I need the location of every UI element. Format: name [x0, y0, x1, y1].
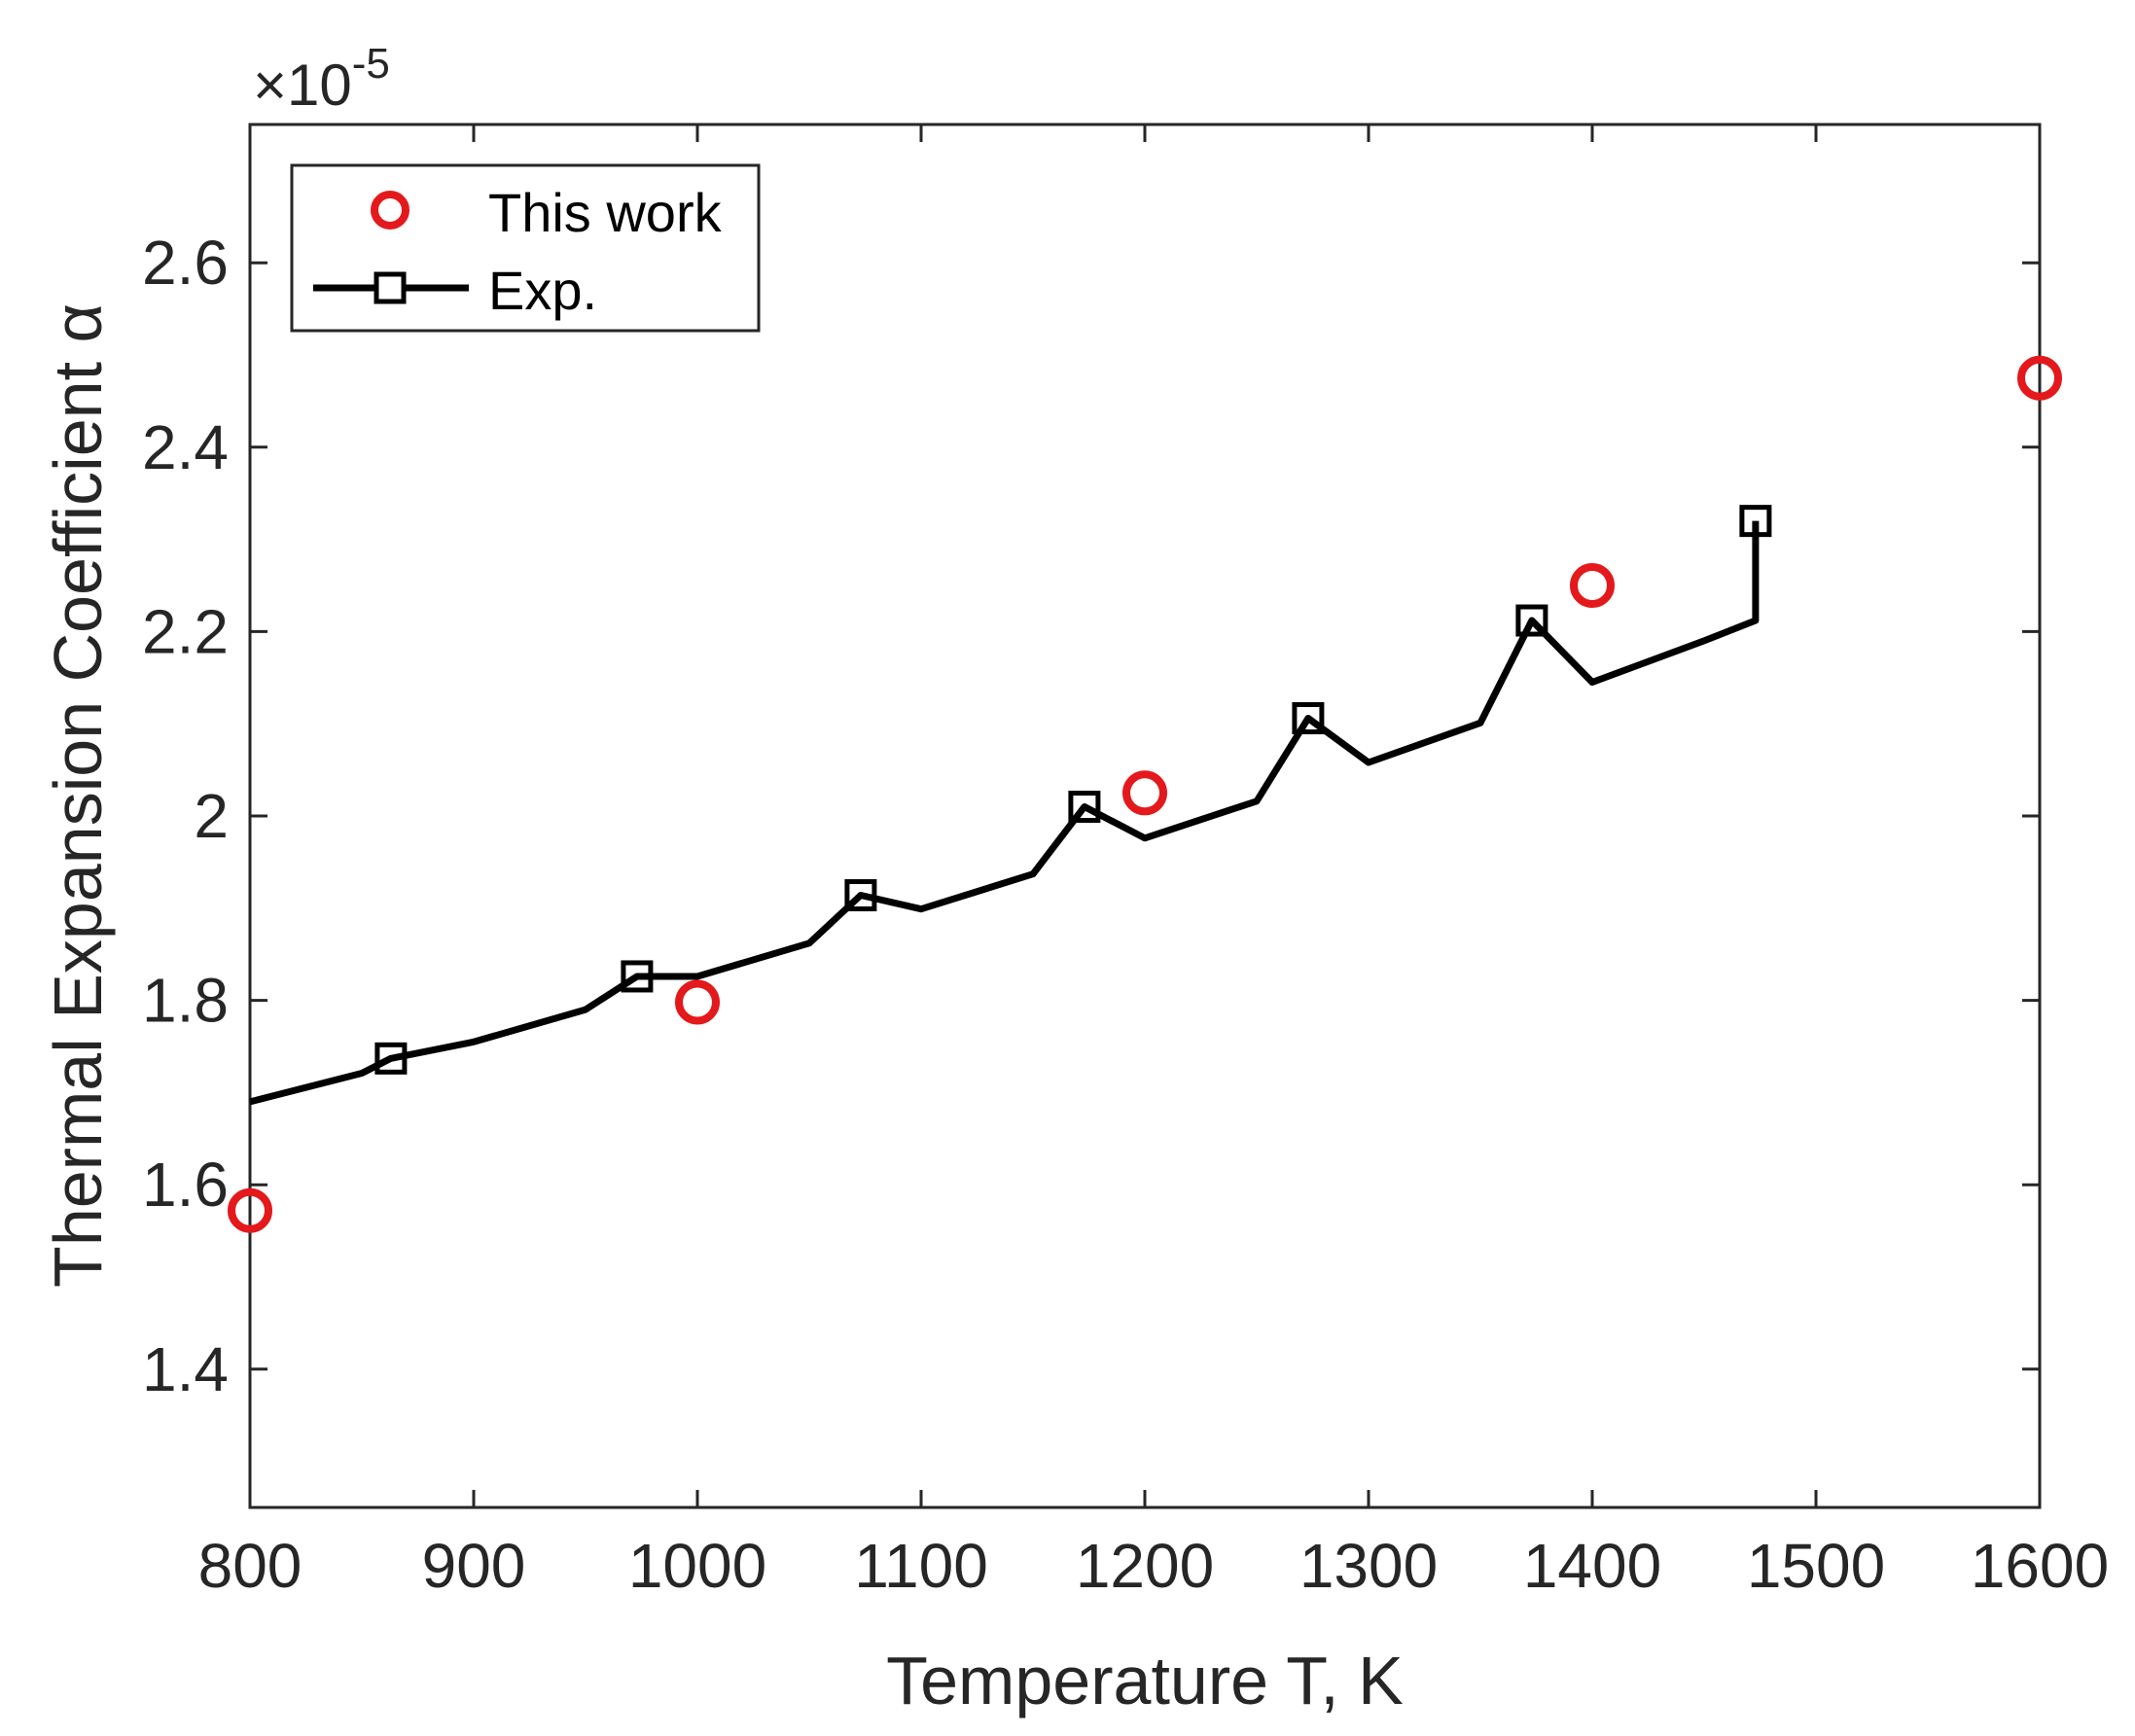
exp-series	[249, 505, 1772, 1106]
y-tick-label: 2	[194, 781, 229, 851]
y-axis-label: Thermal Expansion Coefficient α	[40, 303, 116, 1288]
this-work-marker	[675, 979, 720, 1025]
exp-marker	[374, 1042, 408, 1075]
x-axis-label: Temperature T, K	[886, 1643, 1404, 1718]
this-work-marker	[228, 1187, 272, 1233]
legend-exp-label: Exp.	[488, 260, 597, 321]
x-tick-label: 1000	[628, 1531, 766, 1601]
this-work-marker	[1570, 563, 1615, 608]
y-tick-label: 1.6	[142, 1150, 229, 1220]
y-axis: 1.4 1.6 1.8 2 2.2 2.4 2.6	[142, 228, 2040, 1404]
this-work-marker	[2017, 355, 2062, 401]
exp-marker	[1068, 791, 1101, 824]
plot-area	[248, 123, 2042, 1509]
x-tick-label: 1600	[1971, 1531, 2109, 1601]
legend-this-work-marker	[371, 191, 409, 230]
exp-marker	[1515, 604, 1548, 637]
x-axis: 800 900 1000 1100 1200 1300 1400 1500 1600	[198, 124, 2109, 1601]
x-tick-label: 1300	[1299, 1531, 1438, 1601]
y-tick-label: 2.4	[142, 412, 229, 482]
exp-marker	[1739, 505, 1772, 538]
y-tick-label: 1.4	[142, 1334, 229, 1404]
exp-marker	[844, 879, 877, 912]
y-tick-label: 2.2	[142, 596, 229, 666]
y-tick-label: 1.8	[142, 966, 229, 1036]
x-tick-label: 800	[198, 1531, 302, 1601]
exp-marker	[1292, 702, 1325, 735]
exp-marker	[621, 960, 654, 993]
y-tick-label: 2.6	[142, 228, 229, 298]
x-tick-label: 900	[422, 1531, 526, 1601]
x-tick-label: 1400	[1523, 1531, 1661, 1601]
x-tick-label: 1100	[854, 1531, 988, 1601]
this-work-marker	[1122, 770, 1167, 816]
legend-this-work-label: This work	[488, 182, 723, 243]
x-tick-label: 1200	[1076, 1531, 1214, 1601]
legend: This work Exp.	[290, 163, 761, 333]
x-tick-label: 1500	[1747, 1531, 1885, 1601]
this-work-series	[228, 355, 2062, 1233]
legend-box	[290, 163, 761, 333]
y-exponent-label: ×10-5	[253, 40, 390, 118]
exp-curve	[249, 520, 1760, 1106]
legend-exp-marker	[374, 271, 407, 304]
